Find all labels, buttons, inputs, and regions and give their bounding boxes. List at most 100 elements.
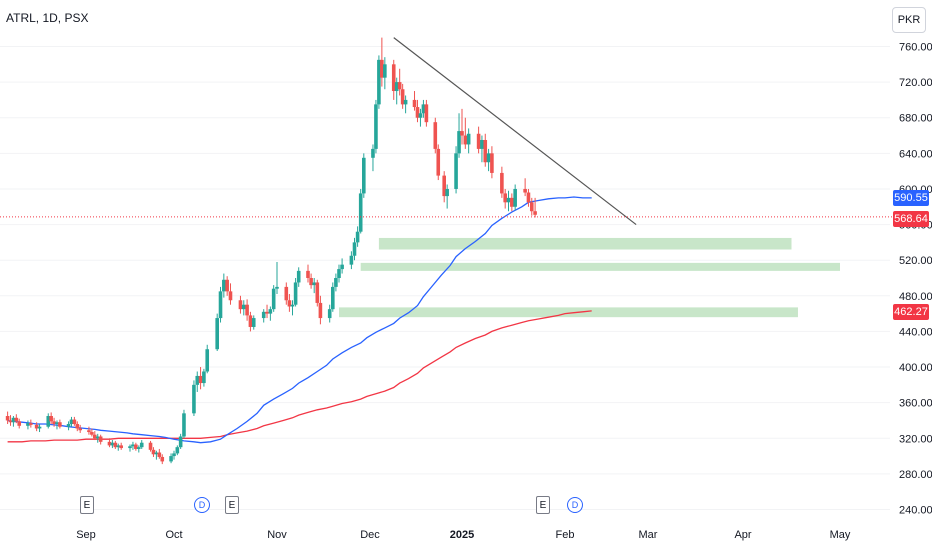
candle-body [287, 300, 292, 307]
candle-body [362, 157, 366, 194]
candle-body [8, 420, 13, 423]
candle-body [391, 64, 396, 92]
candle-body [113, 442, 118, 448]
candle-body [175, 447, 180, 454]
candle-body [533, 211, 537, 215]
candle-body [268, 309, 273, 314]
candle-body [34, 424, 39, 429]
candle-body [248, 315, 253, 327]
y-axis-tick-label: 280.00 [899, 469, 932, 481]
candle-body [290, 304, 295, 307]
y-axis-tick-label: 360.00 [899, 398, 932, 410]
candle-body [476, 133, 481, 149]
candle-body [107, 441, 112, 446]
candle-body [169, 456, 173, 462]
y-axis-tick-label: 640.00 [899, 148, 932, 160]
candle-body [315, 282, 320, 303]
candle-body [238, 300, 243, 310]
candle-body [312, 282, 316, 286]
candle-body [457, 131, 461, 154]
candle-body [466, 133, 471, 145]
candle-body [275, 286, 279, 289]
candle-body [442, 175, 446, 197]
candle-body [265, 311, 269, 314]
candle-body [400, 89, 405, 105]
candle-body [134, 444, 138, 449]
candle-body [352, 242, 357, 256]
moving-average-slow-line [7, 310, 592, 443]
x-axis-tick-label: 2025 [450, 529, 474, 541]
candle-body [66, 424, 71, 427]
candle-body [349, 255, 354, 265]
candle-body [433, 122, 438, 149]
candle-body [192, 384, 196, 414]
candle-body [215, 318, 219, 350]
y-axis-tick-label: 440.00 [899, 326, 932, 338]
candle-body [337, 269, 341, 278]
candle-body [93, 434, 97, 439]
candle-body [218, 291, 223, 319]
candle-body [503, 193, 507, 203]
candle-body [463, 135, 468, 145]
x-axis-tick-label: Mar [639, 529, 658, 541]
earnings-marker[interactable]: E [536, 496, 550, 514]
candle-body [506, 197, 511, 203]
candle-body [251, 318, 256, 327]
candle-body [327, 309, 332, 319]
candle-body [128, 446, 132, 449]
candles-group [5, 37, 537, 465]
candle-body [418, 113, 423, 118]
candle-body [415, 107, 420, 118]
ma-slow-price-tag: 462.27 [893, 304, 929, 320]
dividend-marker[interactable]: D [567, 497, 583, 513]
candle-body [55, 422, 59, 425]
candle-body [17, 421, 22, 426]
candle-body [309, 278, 313, 286]
candle-body [271, 288, 276, 310]
candle-body [397, 82, 402, 90]
support-zone [339, 307, 798, 318]
candle-body [374, 104, 378, 149]
candle-body [58, 422, 62, 427]
candle-body [480, 139, 484, 149]
y-axis-tick-label: 480.00 [899, 291, 932, 303]
candle-body [340, 264, 344, 270]
candle-body [358, 193, 363, 232]
candle-body [460, 131, 464, 136]
candle-body [445, 188, 449, 197]
symbol-title: ATRL, 1D, PSX [6, 11, 89, 25]
candle-body [202, 371, 206, 384]
candle-body [137, 447, 141, 449]
x-axis-tick-label: Apr [734, 529, 751, 541]
candle-body [87, 430, 91, 433]
candle-body [228, 291, 233, 301]
x-axis-tick-label: May [830, 529, 851, 541]
candle-body [394, 82, 399, 92]
currency-button[interactable]: PKR [892, 7, 926, 33]
candle-body [403, 99, 408, 105]
last-price-tag: 568.64 [893, 211, 929, 227]
y-axis-tick-label: 320.00 [899, 433, 932, 445]
candle-body [172, 453, 176, 457]
earnings-marker[interactable]: E [225, 496, 239, 514]
moving-average-fast-line [7, 196, 592, 444]
x-axis-tick-label: Oct [165, 529, 182, 541]
candle-body [377, 59, 381, 105]
dividend-marker[interactable]: D [194, 497, 210, 513]
candle-body [436, 148, 441, 176]
candle-body [261, 311, 266, 319]
candle-body [380, 59, 384, 78]
candle-body [306, 270, 310, 278]
resistance-trendline [393, 37, 637, 226]
earnings-marker[interactable]: E [80, 496, 94, 514]
candle-body [178, 436, 183, 448]
candle-body [222, 279, 226, 292]
candle-body [195, 375, 200, 385]
candle-body [14, 417, 19, 422]
candle-body [483, 139, 488, 163]
candle-body [245, 304, 249, 316]
candle-body [75, 424, 80, 429]
support-zone [360, 262, 840, 271]
